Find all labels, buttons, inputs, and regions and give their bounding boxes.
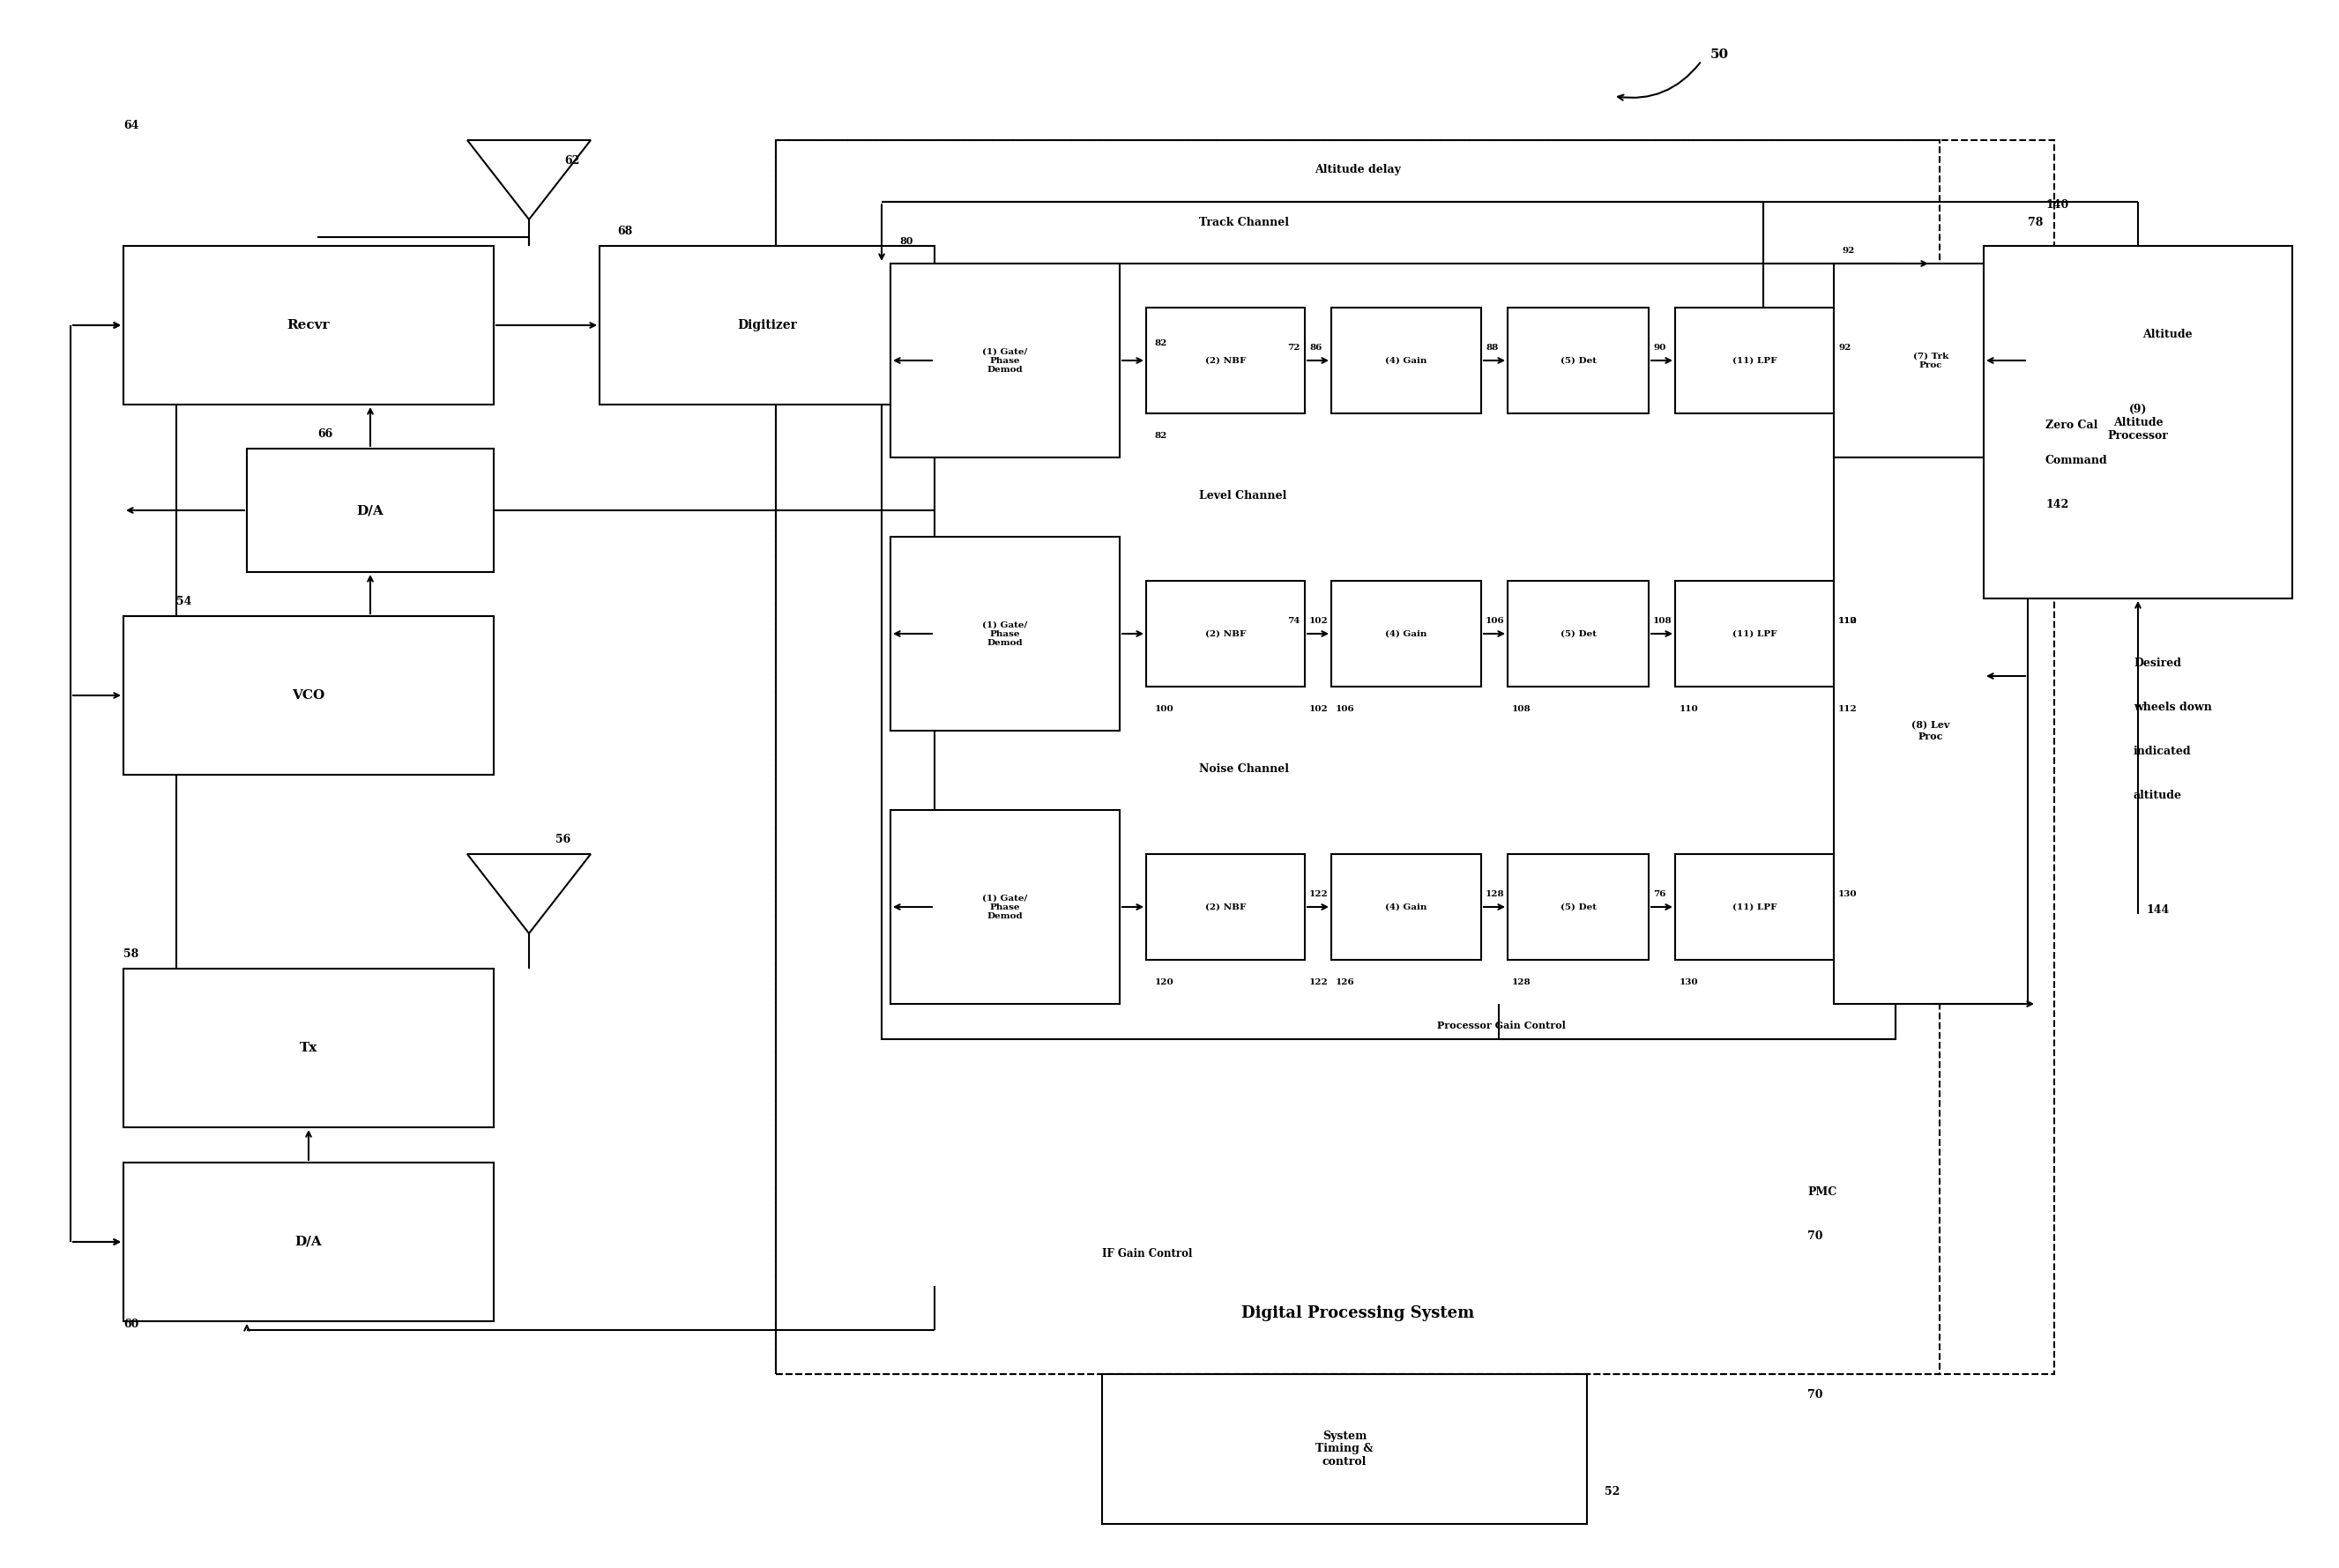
FancyBboxPatch shape — [1675, 580, 1834, 687]
Text: 100: 100 — [1155, 706, 1174, 713]
FancyBboxPatch shape — [1146, 307, 1305, 414]
Text: (9)
Altitude
Processor: (9) Altitude Processor — [2107, 403, 2168, 441]
Text: 102: 102 — [1310, 706, 1329, 713]
Text: wheels down: wheels down — [2133, 701, 2213, 713]
Text: 106: 106 — [1485, 616, 1504, 626]
FancyBboxPatch shape — [1331, 580, 1481, 687]
Text: 110: 110 — [1679, 706, 1698, 713]
Text: (5) Det: (5) Det — [1560, 630, 1595, 638]
Text: 122: 122 — [1310, 978, 1329, 986]
FancyBboxPatch shape — [891, 811, 1120, 1004]
Text: Digitizer: Digitizer — [737, 318, 798, 331]
FancyBboxPatch shape — [891, 263, 1120, 458]
Text: (11) LPF: (11) LPF — [1733, 630, 1778, 638]
Text: 66: 66 — [318, 428, 332, 439]
FancyBboxPatch shape — [1983, 246, 2292, 599]
Text: (4) Gain: (4) Gain — [1385, 903, 1427, 911]
Text: 80: 80 — [898, 237, 912, 246]
FancyBboxPatch shape — [1834, 263, 2028, 458]
FancyBboxPatch shape — [1146, 580, 1305, 687]
FancyBboxPatch shape — [1331, 855, 1481, 960]
Text: Processor Gain Control: Processor Gain Control — [1436, 1021, 1565, 1030]
Text: 130: 130 — [1838, 891, 1857, 898]
Text: 62: 62 — [564, 155, 580, 166]
Text: 128: 128 — [1511, 978, 1532, 986]
Text: (11) LPF: (11) LPF — [1733, 356, 1778, 364]
Text: 126: 126 — [1336, 978, 1354, 986]
Text: VCO: VCO — [292, 690, 325, 701]
Text: (7) Trk
Proc: (7) Trk Proc — [1913, 351, 1948, 368]
FancyBboxPatch shape — [1509, 307, 1649, 414]
FancyBboxPatch shape — [599, 246, 936, 405]
FancyBboxPatch shape — [1509, 580, 1649, 687]
Text: (4) Gain: (4) Gain — [1385, 630, 1427, 638]
Text: 70: 70 — [1808, 1231, 1822, 1242]
Text: (2) NBF: (2) NBF — [1205, 630, 1247, 638]
Text: (8) Lev
Proc: (8) Lev Proc — [1911, 720, 1951, 742]
Text: 70: 70 — [1808, 1389, 1822, 1400]
Text: Track Channel: Track Channel — [1200, 216, 1289, 229]
Text: 64: 64 — [124, 119, 138, 132]
Text: D/A: D/A — [295, 1236, 323, 1248]
FancyBboxPatch shape — [1675, 855, 1834, 960]
Text: 72: 72 — [1286, 343, 1300, 351]
Text: 144: 144 — [2147, 905, 2171, 916]
Text: 74: 74 — [1286, 616, 1300, 626]
FancyBboxPatch shape — [124, 1162, 494, 1322]
Text: 86: 86 — [1310, 343, 1322, 351]
Text: (1) Gate/
Phase
Demod: (1) Gate/ Phase Demod — [982, 894, 1027, 920]
Text: 92: 92 — [1843, 246, 1855, 254]
Text: 82: 82 — [1155, 339, 1167, 347]
Text: 108: 108 — [1511, 706, 1532, 713]
Text: (11) LPF: (11) LPF — [1733, 903, 1778, 911]
Text: 88: 88 — [1485, 343, 1499, 351]
Text: PMC: PMC — [1808, 1187, 1836, 1198]
FancyBboxPatch shape — [1331, 307, 1481, 414]
Text: Recvr: Recvr — [288, 318, 330, 331]
Text: IF Gain Control: IF Gain Control — [1102, 1248, 1193, 1259]
FancyBboxPatch shape — [1509, 855, 1649, 960]
Text: 120: 120 — [1155, 978, 1174, 986]
Text: 140: 140 — [2044, 199, 2068, 210]
Text: (1) Gate/
Phase
Demod: (1) Gate/ Phase Demod — [982, 348, 1027, 373]
Text: 102: 102 — [1310, 616, 1329, 626]
Text: Digital Processing System: Digital Processing System — [1242, 1305, 1474, 1322]
Text: Tx: Tx — [299, 1041, 318, 1054]
Text: 110: 110 — [1838, 616, 1857, 626]
Text: 112: 112 — [1838, 616, 1857, 626]
Text: 90: 90 — [1654, 343, 1665, 351]
Text: 122: 122 — [1310, 891, 1329, 898]
Text: 92: 92 — [1838, 343, 1850, 351]
FancyBboxPatch shape — [891, 536, 1120, 731]
FancyBboxPatch shape — [1102, 1374, 1586, 1524]
Text: (2) NBF: (2) NBF — [1205, 903, 1247, 911]
Text: (1) Gate/
Phase
Demod: (1) Gate/ Phase Demod — [982, 621, 1027, 648]
Text: Altitude delay: Altitude delay — [1315, 165, 1401, 176]
Text: 130: 130 — [1679, 978, 1698, 986]
Text: altitude: altitude — [2133, 790, 2182, 801]
Text: 54: 54 — [175, 596, 192, 607]
FancyBboxPatch shape — [248, 448, 494, 572]
Text: 52: 52 — [1605, 1486, 1621, 1497]
FancyBboxPatch shape — [124, 969, 494, 1127]
FancyBboxPatch shape — [124, 246, 494, 405]
Text: 78: 78 — [2028, 216, 2042, 229]
Text: 106: 106 — [1336, 706, 1354, 713]
FancyBboxPatch shape — [1675, 307, 1834, 414]
Text: (5) Det: (5) Det — [1560, 903, 1595, 911]
Text: 142: 142 — [2044, 499, 2068, 510]
FancyBboxPatch shape — [124, 616, 494, 775]
Text: D/A: D/A — [358, 505, 384, 516]
Text: 112: 112 — [1838, 706, 1857, 713]
Text: 128: 128 — [1485, 891, 1504, 898]
Text: (2) NBF: (2) NBF — [1205, 356, 1247, 364]
Text: Altitude: Altitude — [2143, 328, 2192, 340]
Text: (4) Gain: (4) Gain — [1385, 356, 1427, 364]
FancyBboxPatch shape — [1834, 458, 2028, 1004]
Text: Desired: Desired — [2133, 657, 2182, 670]
Text: Zero Cal: Zero Cal — [2044, 420, 2098, 431]
Text: indicated: indicated — [2133, 746, 2192, 757]
Text: 82: 82 — [1155, 431, 1167, 439]
Text: 50: 50 — [1710, 49, 1729, 61]
Text: 68: 68 — [617, 226, 632, 237]
